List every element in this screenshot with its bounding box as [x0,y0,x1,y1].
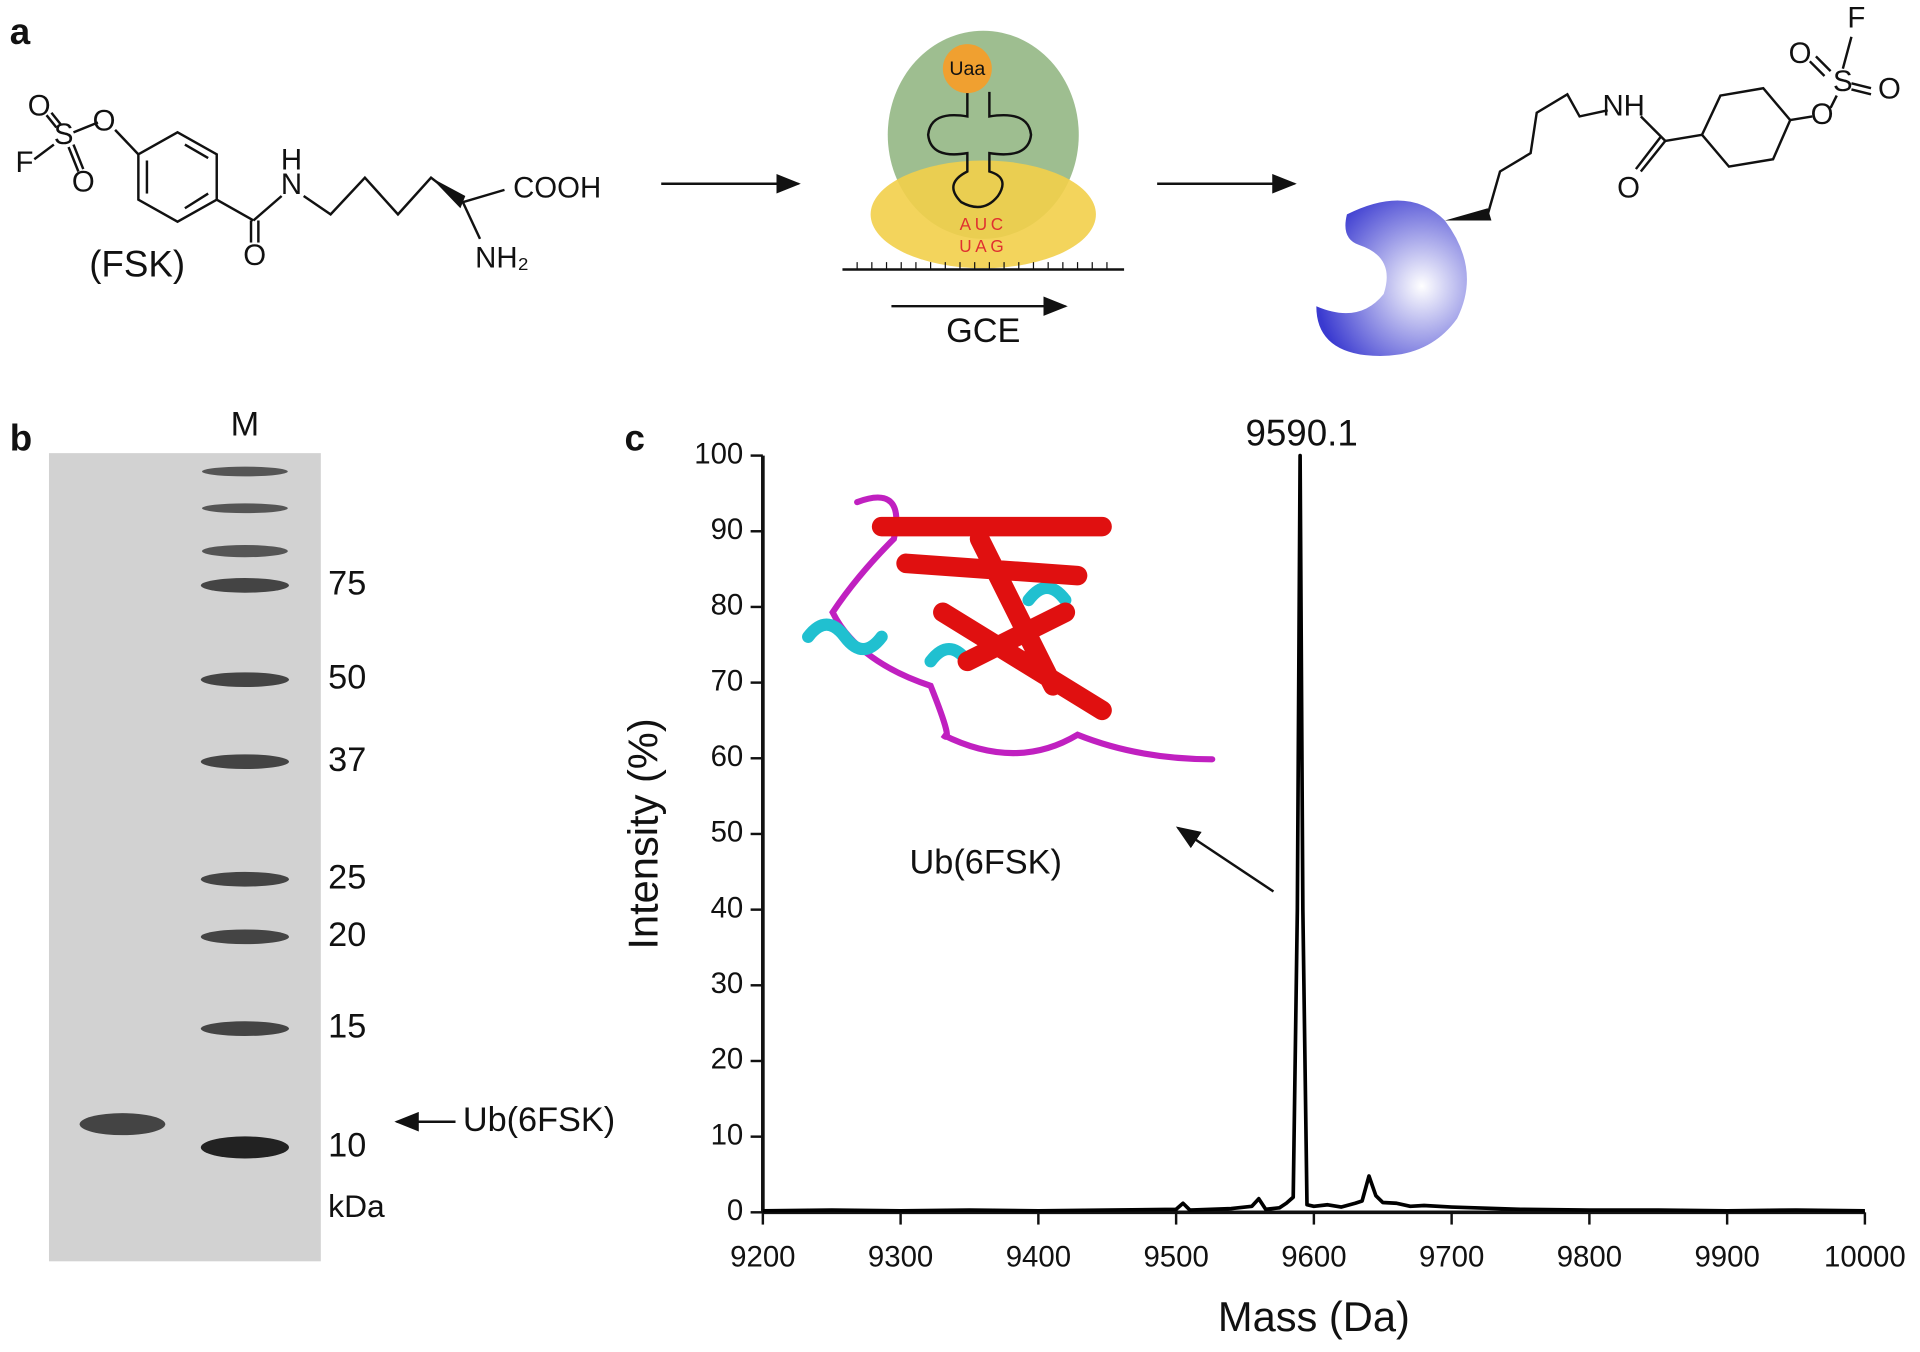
uaa-label: Uaa [949,58,985,80]
band-label: Ub(6FSK) [463,1101,615,1139]
x-tick-label: 10000 [1824,1241,1906,1274]
atom-label: NH₂ [475,241,529,274]
gel [48,453,321,1262]
atom-label: O [243,239,266,272]
wedge-bond [431,177,466,209]
uaa [942,44,992,94]
sample-band [79,1113,166,1136]
protein-ribbon [802,494,1216,763]
x-axis-title: Mass (Da) [1218,1293,1410,1340]
compound-label: (FSK) [89,244,185,285]
y-tick-label: 60 [711,740,744,773]
spectrum-line [762,453,1865,1213]
y-tick-label: 100 [694,437,743,470]
x-tick-label: 9700 [1419,1241,1484,1274]
product-structure [1486,36,1872,215]
atom-label: O [93,104,116,137]
atom-label: S [1833,65,1853,98]
x-tick-label: 9200 [730,1241,795,1274]
atom-label: F [1847,1,1865,34]
y-tick-label: 40 [711,891,744,924]
protein [1316,200,1467,356]
marker-band [200,1021,289,1036]
marker-band [200,1136,289,1159]
marker-label: 20 [328,916,366,954]
y-tick-label: 90 [711,513,744,546]
atom-label: O [72,166,95,199]
x-tick-label: 9500 [1143,1241,1208,1274]
unit-label: kDa [328,1188,385,1224]
atom-label: O [1789,37,1812,70]
marker-label: 10 [328,1126,366,1164]
trna [926,91,1033,209]
atom-label: O [1878,72,1901,105]
marker-label: 15 [328,1008,366,1046]
x-tick-label: 9600 [1281,1241,1346,1274]
marker-label: 50 [328,659,366,697]
marker-band [200,871,289,887]
marker-band [200,754,289,770]
mrna-ticks [856,262,1108,270]
y-tick-label: 70 [711,664,744,697]
fsk-structure [33,111,505,243]
marker-label: 75 [328,564,366,602]
marker-band [200,929,289,945]
x-tick-label: 9400 [1006,1241,1071,1274]
y-tick-label: 20 [711,1043,744,1076]
y-tick-label: 50 [711,816,744,849]
y-tick-label: 10 [711,1118,744,1151]
marker-label: 25 [328,858,366,896]
marker-band [200,672,289,688]
atom-label: F [16,146,34,179]
y-axis-title: Intensity (%) [620,718,667,949]
x-tick-label: 9800 [1557,1241,1622,1274]
atom-label: COOH [513,172,601,205]
anticodon: AUC [960,214,1007,234]
inset-label: Ub(6FSK) [910,844,1062,882]
atom-label: H [281,143,302,176]
peak-label: 9590.1 [1245,413,1357,454]
gce-label: GCE [946,312,1020,350]
panel-label: c [624,418,644,459]
y-tick-label: 80 [711,589,744,622]
y-tick-label: 0 [727,1194,743,1227]
marker-label: 37 [328,741,366,779]
codon: UAG [959,236,1007,256]
atom-label: N [281,168,302,201]
marker-band [200,578,289,593]
lane-label: M [231,405,260,443]
atom-label: O [1811,98,1834,131]
x-tick-label: 9900 [1694,1241,1759,1274]
atom-label: O [1617,172,1640,205]
ribosome-small [870,160,1096,269]
arrow [1175,826,1275,893]
atom-label: O [28,90,51,123]
atom-label: S [54,118,74,151]
x-tick-label: 9300 [868,1241,933,1274]
panel-label: a [10,11,31,52]
y-tick-label: 30 [711,967,744,1000]
marker-lane [202,466,288,558]
panel-label: b [10,418,32,459]
wedge-bond [1444,208,1492,221]
atom-label: NH [1602,90,1644,123]
